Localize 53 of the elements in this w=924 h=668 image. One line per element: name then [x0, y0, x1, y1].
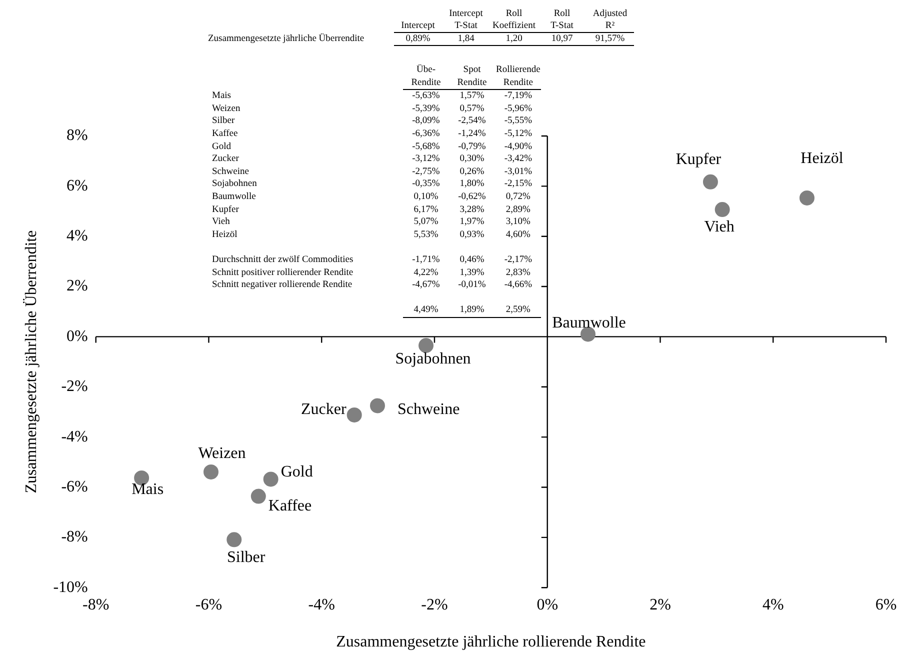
text: Intercept T-Stat Koeffizient T-Stat R²: [401, 21, 615, 31]
annotation: Vieh: [704, 218, 734, 236]
text: Zusammengesetzte jährliche Überrendite 0,89% 1,84 1,20 10,97 91,57%: [208, 34, 625, 44]
y-tick-label: 8%: [66, 127, 88, 144]
x-tick-label: 6%: [875, 596, 897, 614]
text: Übe- Spot Rollierende: [416, 65, 540, 75]
y-tick-label: 2%: [66, 278, 88, 295]
x-tick-label: -2%: [421, 596, 448, 614]
x-tick-label: -8%: [82, 596, 110, 614]
annotation: Mais: [132, 481, 164, 498]
text: Zucker -3,12% 0,30% -3,42%: [212, 154, 532, 164]
y-tick-label: -8%: [61, 528, 88, 546]
text: Sojabohnen -0,35% 1,80% -2,15%: [212, 179, 532, 190]
text: Durchschnitt der zwölf Commodities -1,71% 0,46% -2,17%: [212, 254, 532, 265]
text: Rendite Rendite Rendite: [411, 78, 533, 88]
annotation: Silber: [227, 548, 266, 566]
annotation: Kupfer: [676, 151, 722, 168]
y-tick-label: 4%: [66, 228, 88, 245]
text: Kupfer 6,17% 3,28% 2,89%: [212, 204, 530, 215]
text: Gold -5,68% -0,79% -4,90%: [212, 142, 532, 152]
y-tick-label: 6%: [66, 177, 88, 194]
y-tick-label: -4%: [61, 428, 88, 446]
x-axis-title: Zusammengesetzte jährliche rollierende Rendite: [336, 634, 646, 651]
text: Schweine -2,75% 0,26% -3,01%: [212, 166, 532, 177]
annotation: Weizen: [198, 445, 246, 462]
annotation: Gold: [280, 463, 313, 480]
annotation: Kaffee: [268, 497, 312, 514]
text: 4,49% 1,89% 2,59%: [414, 305, 530, 316]
text: Silber -8,09% -2,54% -5,55%: [212, 116, 532, 126]
text: Kaffee -6,36% -1,24% -5,12%: [212, 128, 532, 139]
text: Vieh 5,07% 1,97% 3,10%: [212, 217, 530, 228]
y-axis-title: Zusammengesetzte jährliche Überrendite: [22, 230, 40, 494]
x-tick-label: 2%: [650, 596, 671, 614]
text: Intercept Roll Roll Adjusted: [449, 9, 628, 19]
y-tick-label: -10%: [53, 578, 88, 596]
text: Baumwolle 0,10% -0,62% 0,72%: [212, 192, 530, 202]
y-tick-label: -6%: [61, 478, 88, 496]
text: Weizen -5,39% 0,57% -5,96%: [212, 104, 532, 114]
text: Schnitt negativer rollierende Rendite -4,67% -0,01% -4,66%: [212, 280, 532, 290]
x-tick-label: -6%: [195, 596, 222, 614]
text: Schnitt positiver rollierender Rendite 4,22% 1,39% 2,83%: [212, 268, 530, 278]
x-tick-label: 0%: [536, 596, 558, 614]
y-tick-label: -2%: [61, 378, 88, 396]
annotation: Zucker: [301, 401, 348, 418]
x-tick-label: -4%: [308, 596, 335, 614]
text: Heizöl 5,53% 0,93% 4,60%: [212, 230, 530, 240]
annotation: Schweine: [397, 400, 460, 418]
x-tick-label: 4%: [762, 596, 784, 614]
annotation: Sojabohnen: [395, 350, 471, 368]
annotation: Heizöl: [800, 150, 844, 168]
text: Mais -5,63% 1,57% -7,19%: [212, 90, 532, 102]
annotation: Baumwolle: [552, 314, 626, 332]
y-tick-label: 0%: [66, 328, 88, 345]
